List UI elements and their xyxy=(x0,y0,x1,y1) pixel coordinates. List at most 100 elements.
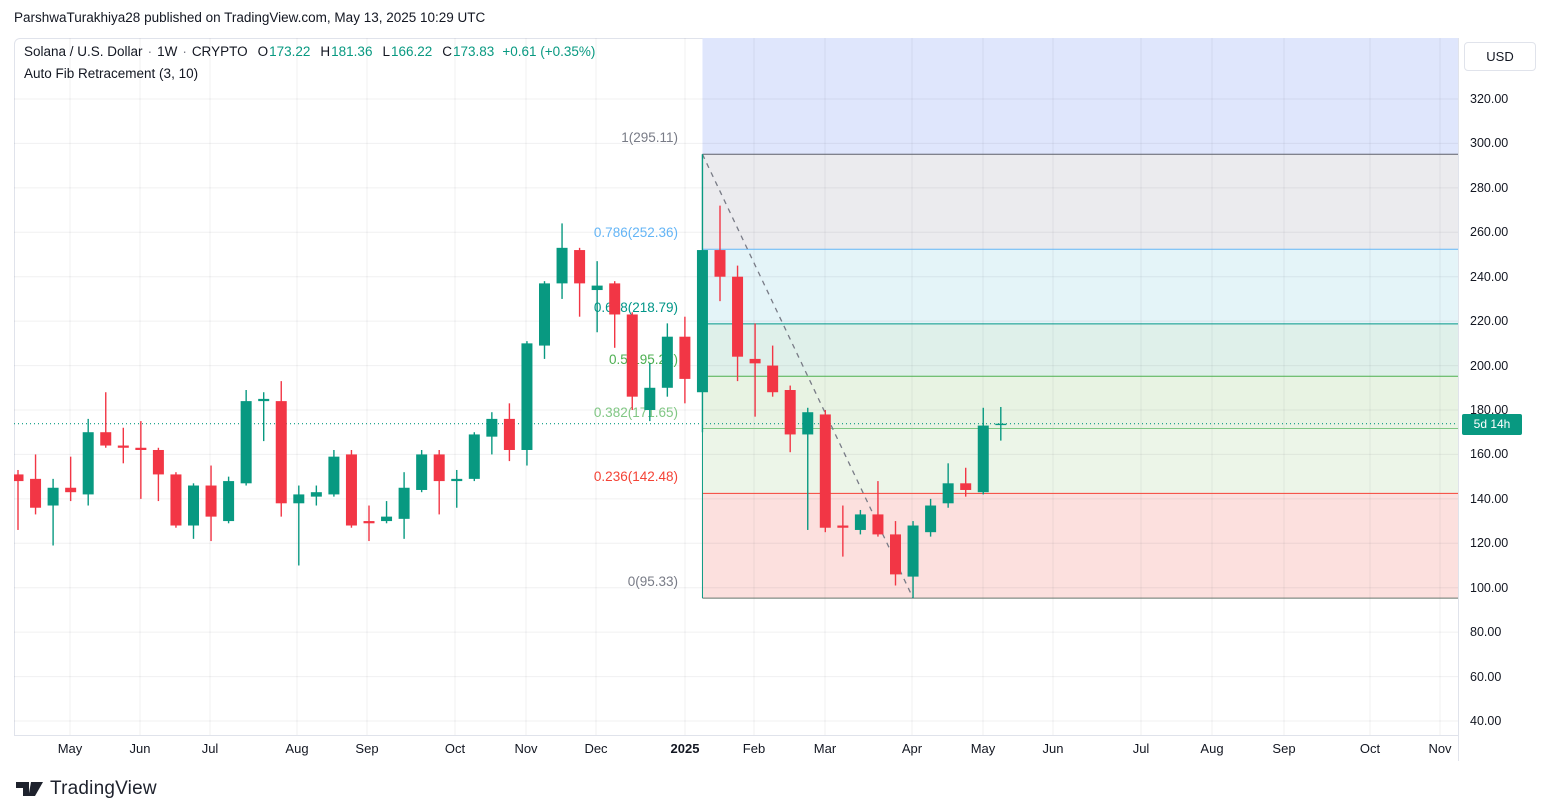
candle-body xyxy=(767,365,779,393)
ohlc-value: 181.36 xyxy=(331,44,373,59)
ohlc-value: 173.22 xyxy=(269,44,311,59)
candle-body xyxy=(503,418,515,450)
candle-body xyxy=(819,414,831,528)
fib-trendline[interactable] xyxy=(701,154,914,599)
candle-body xyxy=(82,432,94,495)
candle-body xyxy=(539,283,550,346)
price-tick-label: 180.00 xyxy=(1470,403,1509,417)
fib-band xyxy=(702,323,1458,377)
ohlc-value: 166.22 xyxy=(390,44,433,59)
price-tick-label: 220.00 xyxy=(1470,314,1509,329)
price-tick-label: 240.00 xyxy=(1470,269,1509,284)
ohlc-item: O173.22 xyxy=(258,44,311,59)
candle-body xyxy=(925,505,937,533)
fib-band xyxy=(702,249,1458,324)
tradingview-logo-icon[interactable] xyxy=(16,778,43,800)
candle-body xyxy=(30,478,42,508)
candle-body xyxy=(679,336,691,379)
candle-body xyxy=(854,514,866,530)
candle-body xyxy=(574,250,586,284)
candle-body xyxy=(47,487,59,506)
ohlc-letter: C xyxy=(442,44,453,59)
price-tick-label: 60.00 xyxy=(1470,669,1502,684)
price-axis[interactable]: USD 320.00 300.00 280.00 260.00 240.00 220.00… xyxy=(1458,38,1540,761)
candle-body xyxy=(890,534,901,575)
month-label: Dec xyxy=(584,741,608,756)
month-label: Jul xyxy=(1132,741,1150,756)
candle-body xyxy=(960,483,972,490)
candles-svg[interactable] xyxy=(14,38,1458,735)
month-label: 2025 xyxy=(670,741,700,756)
candle-body xyxy=(65,487,77,493)
fib-band xyxy=(702,154,1458,250)
indicator-name[interactable]: Auto Fib Retracement (3, 10) xyxy=(24,66,199,81)
usd-button[interactable]: USD xyxy=(1464,42,1536,71)
month-label: Oct xyxy=(444,741,466,756)
interval-label: 1W xyxy=(157,44,178,59)
candle-body xyxy=(644,387,656,411)
price-tick-label: 200.00 xyxy=(1470,358,1509,373)
candle-body xyxy=(696,250,708,393)
candle-body xyxy=(556,247,568,284)
market-label: CRYPTO xyxy=(191,44,248,59)
candle-body xyxy=(626,314,638,397)
legend-indicator-row[interactable]: Auto Fib Retracement (3, 10) xyxy=(24,66,595,81)
month-label: Nov xyxy=(1428,741,1452,756)
candle-body xyxy=(188,485,199,526)
candle-body xyxy=(398,487,410,519)
tradingview-logo-text[interactable]: TradingView xyxy=(50,778,157,799)
ohlc-letter: O xyxy=(257,44,269,59)
price-tick-label: 160.00 xyxy=(1470,447,1509,462)
month-label: Aug xyxy=(1200,741,1224,756)
price-tick-label: 280.00 xyxy=(1470,180,1509,195)
candle-body xyxy=(363,521,375,524)
price-tick-label: 300.00 xyxy=(1470,136,1509,151)
price-tick-label: 100.00 xyxy=(1470,580,1509,595)
ohlc-item: H181.36 xyxy=(320,44,372,59)
candle-body xyxy=(152,449,164,475)
candle-body xyxy=(907,525,919,577)
candle-body xyxy=(275,401,287,504)
month-label: Mar xyxy=(813,741,837,756)
candle-body xyxy=(749,358,761,364)
candle-body xyxy=(661,336,673,388)
month-label: Aug xyxy=(285,741,309,756)
candle-body xyxy=(521,343,533,450)
candle-body xyxy=(977,425,989,493)
month-label: Oct xyxy=(1359,741,1381,756)
candle-body xyxy=(486,418,498,437)
symbol-name[interactable]: Solana / U.S. Dollar xyxy=(24,44,143,59)
ohlc-values: O173.22 H181.36 L166.22 C173.83 xyxy=(248,44,495,59)
price-tick-label: 120.00 xyxy=(1470,536,1509,551)
legend-separator: · xyxy=(147,44,153,59)
month-label: Jun xyxy=(1042,741,1064,756)
candle-body xyxy=(240,401,252,484)
legend-symbol-row[interactable]: Solana / U.S. Dollar · 1W · CRYPTO O173.22 H18… xyxy=(24,44,595,59)
candle-body xyxy=(837,525,849,528)
candle-body xyxy=(170,474,182,526)
fib-band xyxy=(702,38,1458,155)
candle-body xyxy=(802,412,814,435)
candle-body xyxy=(328,456,340,495)
candle-body xyxy=(732,276,744,357)
candle-body xyxy=(135,447,147,450)
legend-separator: · xyxy=(182,44,187,59)
month-label: Feb xyxy=(742,741,766,756)
ohlc-letter: L xyxy=(382,44,390,59)
candle-body xyxy=(14,474,24,482)
candle-body xyxy=(345,454,357,526)
price-tick-label: 260.00 xyxy=(1470,225,1509,240)
candle-body xyxy=(381,516,393,522)
month-label: Jun xyxy=(129,741,151,756)
time-axis[interactable]: May Jun Jul Aug Sep Oct Nov Dec 2025 Feb Mar Apr May… xyxy=(14,735,1458,762)
candle-body xyxy=(205,485,217,517)
candle-body xyxy=(942,483,954,504)
footer: TradingView xyxy=(16,778,157,800)
chart-background-svg xyxy=(14,38,1458,735)
candle-body xyxy=(591,285,603,291)
candle-body xyxy=(258,398,270,402)
ohlc-item: C173.83 xyxy=(442,44,494,59)
ohlc-value: 173.83 xyxy=(453,44,495,59)
candle-body xyxy=(714,250,726,277)
